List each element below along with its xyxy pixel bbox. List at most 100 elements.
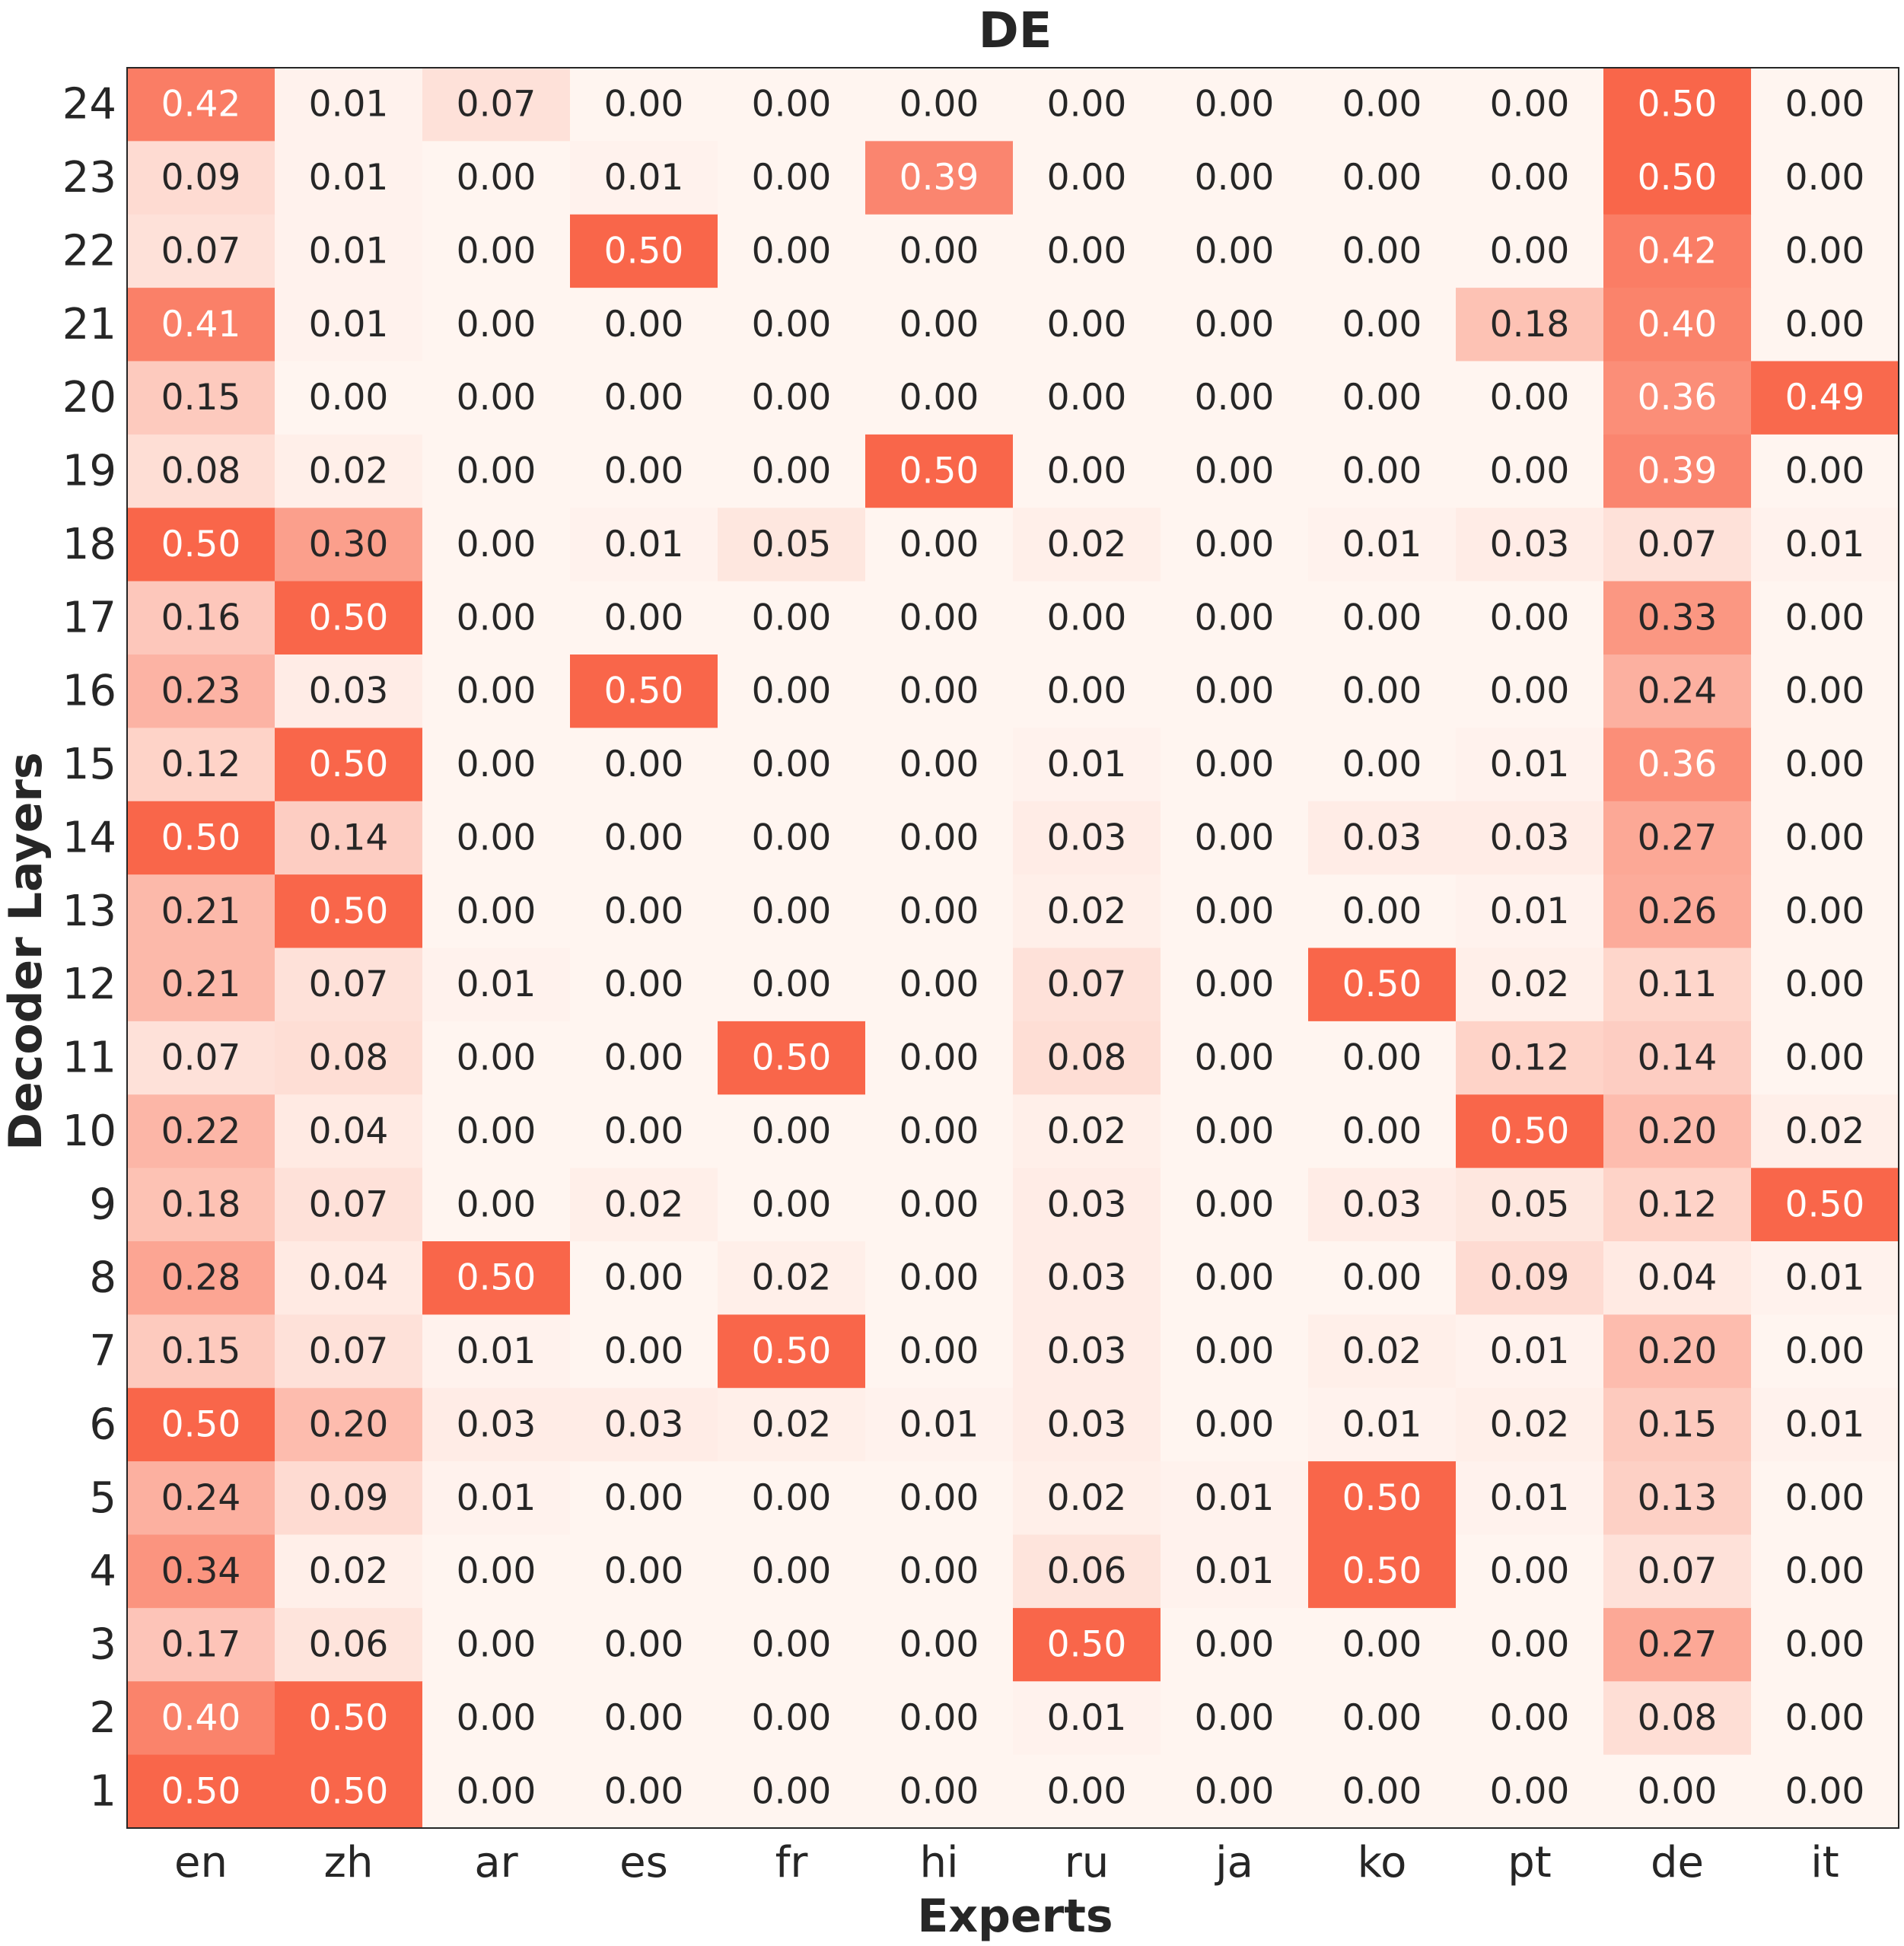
heatmap-cell: [1013, 1387, 1161, 1462]
heatmap-cell: [1603, 655, 1752, 728]
heatmap-cell: [1603, 1534, 1752, 1609]
cell-value-label: 0.00: [752, 890, 832, 932]
cell-value-label: 0.06: [1047, 1550, 1127, 1592]
cell-value-label: 0.50: [1342, 963, 1422, 1005]
heatmap-cell: [1456, 801, 1604, 875]
heatmap-cell: [1013, 1681, 1161, 1756]
cell-value-label: 0.30: [309, 524, 389, 565]
cell-value-label: 0.33: [1638, 597, 1718, 639]
heatmap-cell: [1161, 874, 1309, 948]
heatmap-cell: [1751, 801, 1899, 875]
cell-value-label: 0.16: [161, 597, 241, 639]
x-tick-label: ja: [1214, 1838, 1253, 1887]
cell-value-label: 0.00: [457, 230, 536, 272]
cell-value-label: 0.05: [752, 524, 832, 565]
heatmap-cell: [422, 68, 571, 142]
heatmap-cell: [865, 434, 1014, 508]
y-tick-label: 22: [62, 226, 116, 275]
cell-value-label: 0.02: [604, 1183, 684, 1225]
cell-value-label: 0.04: [1638, 1257, 1718, 1299]
cell-value-label: 0.09: [309, 1477, 389, 1519]
cell-value-label: 0.00: [752, 963, 832, 1005]
heatmap-cell: [422, 361, 571, 435]
cell-value-label: 0.50: [1342, 1477, 1422, 1519]
cell-value-label: 0.00: [1195, 1624, 1275, 1666]
cell-value-label: 0.00: [1195, 1403, 1275, 1445]
heatmap-cell: [1751, 1314, 1899, 1389]
heatmap-cell: [718, 1167, 866, 1242]
heatmap-cell: [570, 728, 718, 802]
heatmap-cell: [127, 361, 275, 435]
heatmap-cell: [275, 1387, 423, 1462]
cell-value-label: 0.01: [1785, 524, 1865, 565]
heatmap-cell: [865, 1534, 1014, 1609]
y-tick-label: 9: [89, 1180, 116, 1229]
heatmap-cell: [1161, 214, 1309, 288]
cell-value-label: 0.50: [1490, 1110, 1570, 1152]
cell-value-label: 0.00: [752, 377, 832, 419]
cell-value-label: 0.01: [457, 1330, 536, 1372]
cell-value-label: 0.00: [899, 1037, 979, 1079]
cell-value-label: 0.00: [1195, 84, 1275, 126]
cell-value-label: 0.00: [1490, 1697, 1570, 1739]
cell-value-label: 0.00: [899, 1110, 979, 1152]
heatmap-cell: [865, 1387, 1014, 1462]
cell-value-label: 0.00: [457, 157, 536, 199]
heatmap-cell: [127, 68, 275, 142]
heatmap-cell: [570, 1534, 718, 1609]
cell-value-label: 0.00: [1195, 377, 1275, 419]
heatmap-cell: [422, 728, 571, 802]
cell-value-label: 0.00: [899, 377, 979, 419]
cell-value-label: 0.12: [161, 744, 241, 785]
cell-value-label: 0.01: [309, 304, 389, 346]
y-tick-label: 5: [89, 1473, 116, 1523]
heatmap-cell: [1161, 801, 1309, 875]
heatmap-cell: [127, 581, 275, 655]
heatmap-cell: [1456, 1167, 1604, 1242]
cell-value-label: 0.00: [1195, 670, 1275, 712]
heatmap-cell: [1308, 948, 1457, 1022]
cell-value-label: 0.00: [1195, 524, 1275, 565]
cell-value-label: 0.00: [899, 670, 979, 712]
heatmap-cell: [1308, 1534, 1457, 1609]
heatmap-cell: [1603, 361, 1752, 435]
heatmap-cell: [1308, 1461, 1457, 1535]
heatmap-cell: [1456, 1681, 1604, 1756]
heatmap-cell: [127, 948, 275, 1022]
cell-value-label: 0.00: [457, 1183, 536, 1225]
cell-value-label: 0.00: [1785, 1037, 1865, 1079]
cell-value-label: 0.01: [309, 84, 389, 126]
cell-value-label: 0.00: [1490, 1770, 1570, 1812]
heatmap-cell: [718, 1021, 866, 1095]
heatmap-cell: [1161, 1387, 1309, 1462]
cell-value-label: 0.01: [1490, 1330, 1570, 1372]
cell-value-label: 0.00: [1195, 1037, 1275, 1079]
x-tick-label: es: [619, 1838, 668, 1887]
x-tick-label: zh: [324, 1838, 374, 1887]
heatmap-cell: [1013, 1754, 1161, 1829]
cell-value-label: 0.00: [457, 1624, 536, 1666]
y-tick-label: 10: [62, 1107, 116, 1156]
y-tick-label: 6: [89, 1400, 116, 1449]
heatmap-cell: [1308, 141, 1457, 215]
cell-value-label: 0.00: [1490, 451, 1570, 492]
cell-value-label: 0.00: [604, 817, 684, 858]
cell-value-label: 0.00: [604, 1697, 684, 1739]
cell-value-label: 0.36: [1638, 377, 1718, 419]
cell-value-label: 0.00: [752, 597, 832, 639]
cell-value-label: 0.00: [1195, 1770, 1275, 1812]
heatmap-cell: [1013, 801, 1161, 875]
heatmap-cell: [422, 1607, 571, 1682]
cell-value-label: 0.13: [1638, 1477, 1718, 1519]
cell-value-label: 0.00: [604, 1624, 684, 1666]
cell-value-label: 0.02: [1342, 1330, 1422, 1372]
heatmap-cell: [1013, 874, 1161, 948]
cell-value-label: 0.00: [1785, 1697, 1865, 1739]
cell-value-label: 0.00: [899, 1257, 979, 1299]
heatmap-cell: [1603, 214, 1752, 288]
heatmap-cell: [275, 68, 423, 142]
y-tick-label: 24: [62, 80, 116, 129]
cell-value-label: 0.00: [457, 1550, 536, 1592]
heatmap-cell: [422, 508, 571, 582]
heatmap-cell: [1161, 288, 1309, 361]
